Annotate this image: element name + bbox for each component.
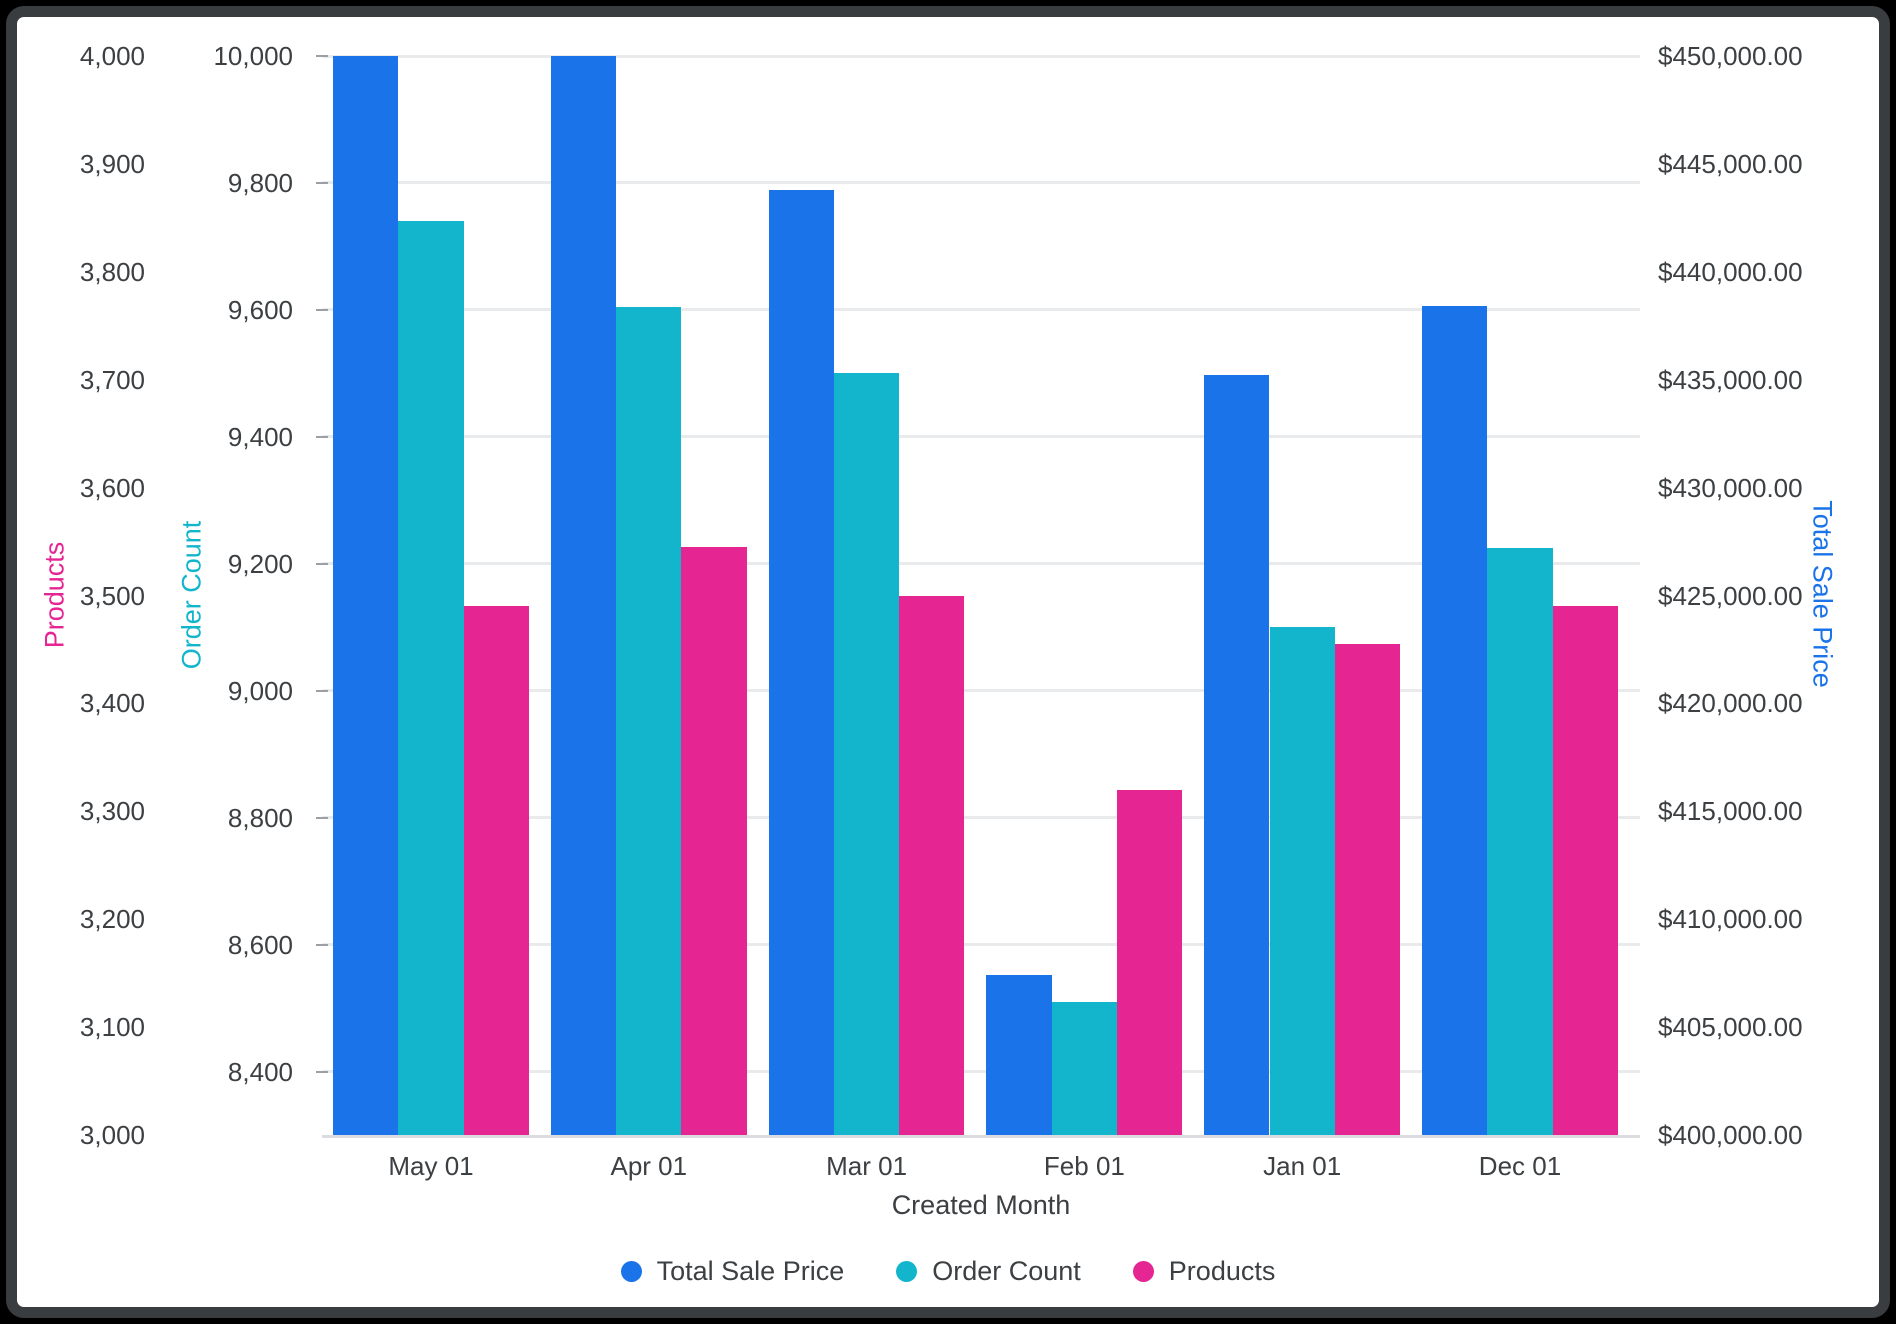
order-axis-tick (316, 1070, 328, 1073)
total-sale-price-tick-label: $445,000.00 (1658, 148, 1803, 179)
gridline (322, 435, 1640, 439)
products-tick-label: 3,800 (79, 256, 145, 287)
bar-total-sale-price-mar-01[interactable] (768, 189, 834, 1135)
total-sale-price-tick-label: $420,000.00 (1658, 688, 1803, 719)
x-axis-line (322, 1135, 1640, 1138)
legend: Total Sale Price Order Count Products (0, 1249, 1896, 1293)
order-count-tick-label: 10,000 (213, 41, 293, 71)
bar-products-mar-01[interactable] (899, 595, 965, 1135)
y-axis-title-order-count: Order Count (176, 520, 207, 670)
order-count-tick-label: 9,600 (227, 294, 293, 325)
order-count-tick-label: 9,400 (227, 421, 293, 452)
gridline (322, 816, 1640, 820)
bar-products-dec-01[interactable] (1552, 606, 1618, 1135)
products-tick-label: 3,100 (79, 1012, 145, 1043)
gridline (322, 943, 1640, 947)
bar-order-count-feb-01[interactable] (1051, 1001, 1117, 1135)
order-count-tick-label: 8,400 (227, 1056, 293, 1087)
order-axis-tick (316, 55, 328, 57)
order-axis-tick (316, 816, 328, 819)
bar-products-may-01[interactable] (463, 606, 529, 1135)
bar-total-sale-price-feb-01[interactable] (986, 975, 1052, 1135)
bar-total-sale-price-apr-01[interactable] (550, 56, 617, 1135)
x-axis-label-apr-01: Apr 01 (610, 1151, 688, 1181)
order-axis-tick (316, 689, 328, 692)
legend-dot-total-sale-price (620, 1260, 642, 1282)
bar-products-feb-01[interactable] (1117, 789, 1183, 1135)
order-axis-tick (316, 435, 328, 438)
legend-label: Total Sale Price (656, 1255, 845, 1286)
total-sale-price-tick-label: $405,000.00 (1658, 1012, 1803, 1043)
y-axis-title-total-sale-price: Total Sale Price (1807, 500, 1838, 688)
bar-order-count-dec-01[interactable] (1487, 547, 1553, 1135)
products-tick-label: 3,300 (79, 796, 145, 827)
x-axis-label-jan-01: Jan 01 (1263, 1151, 1342, 1181)
legend-label: Order Count (932, 1255, 1081, 1286)
products-tick-label: 3,000 (79, 1120, 145, 1150)
bar-products-apr-01[interactable] (681, 546, 747, 1135)
products-tick-label: 3,200 (79, 904, 145, 935)
order-count-tick-label: 8,800 (227, 802, 293, 833)
products-tick-label: 3,500 (79, 580, 145, 611)
gridline (322, 689, 1640, 693)
bar-total-sale-price-dec-01[interactable] (1422, 306, 1488, 1135)
total-sale-price-tick-label: $425,000.00 (1658, 580, 1803, 611)
gridline (322, 181, 1640, 185)
products-tick-label: 3,900 (79, 148, 145, 179)
gridline (322, 308, 1640, 312)
order-axis-tick (316, 308, 328, 311)
bar-order-count-jan-01[interactable] (1269, 627, 1335, 1135)
bar-total-sale-price-jan-01[interactable] (1204, 375, 1270, 1135)
order-axis-tick (316, 562, 328, 565)
bar-total-sale-price-may-01[interactable] (333, 56, 399, 1135)
order-count-tick-label: 9,800 (227, 167, 293, 198)
gridline (322, 562, 1640, 566)
x-axis-title: Created Month (891, 1190, 1071, 1220)
total-sale-price-tick-label: $415,000.00 (1658, 796, 1803, 827)
total-sale-price-tick-label: $450,000.00 (1658, 41, 1803, 71)
products-tick-label: 4,000 (79, 41, 145, 71)
bar-products-jan-01[interactable] (1334, 644, 1401, 1135)
products-tick-label: 3,600 (79, 472, 145, 503)
order-axis-tick (316, 181, 328, 184)
bar-order-count-may-01[interactable] (398, 221, 464, 1135)
order-count-tick-label: 9,200 (227, 548, 293, 579)
x-axis-label-feb-01: Feb 01 (1043, 1151, 1125, 1181)
gridline (322, 1070, 1640, 1074)
legend-item-products[interactable]: Products (1132, 1255, 1276, 1286)
total-sale-price-tick-label: $410,000.00 (1658, 904, 1803, 935)
order-count-tick-label: 8,600 (227, 929, 293, 960)
total-sale-price-tick-label: $430,000.00 (1658, 472, 1803, 503)
products-tick-label: 3,400 (79, 688, 145, 719)
total-sale-price-tick-label: $440,000.00 (1658, 256, 1803, 287)
products-tick-label: 3,700 (79, 364, 145, 395)
gridline (322, 54, 1640, 58)
total-sale-price-tick-label: $435,000.00 (1658, 364, 1803, 395)
order-axis-tick (316, 943, 328, 946)
legend-dot-order-count (896, 1260, 918, 1282)
y-axis-title-products: Products (39, 541, 70, 649)
legend-item-order-count[interactable]: Order Count (896, 1255, 1081, 1286)
bar-order-count-apr-01[interactable] (616, 306, 682, 1135)
total-sale-price-tick-label: $400,000.00 (1658, 1120, 1803, 1150)
legend-label: Products (1168, 1255, 1276, 1286)
x-axis-label-mar-01: Mar 01 (826, 1151, 908, 1181)
x-axis-label-may-01: May 01 (388, 1151, 474, 1181)
x-axis-label-dec-01: Dec 01 (1478, 1151, 1562, 1181)
legend-item-total-sale-price[interactable]: Total Sale Price (620, 1255, 845, 1286)
order-count-tick-label: 9,000 (227, 675, 293, 706)
bar-order-count-mar-01[interactable] (833, 373, 900, 1135)
legend-dot-products (1132, 1260, 1154, 1282)
